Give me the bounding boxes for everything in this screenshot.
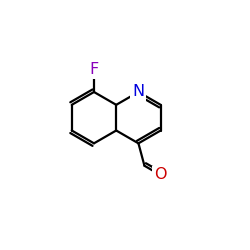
Text: O: O: [154, 168, 166, 182]
Text: F: F: [89, 62, 99, 78]
Text: N: N: [132, 84, 144, 100]
